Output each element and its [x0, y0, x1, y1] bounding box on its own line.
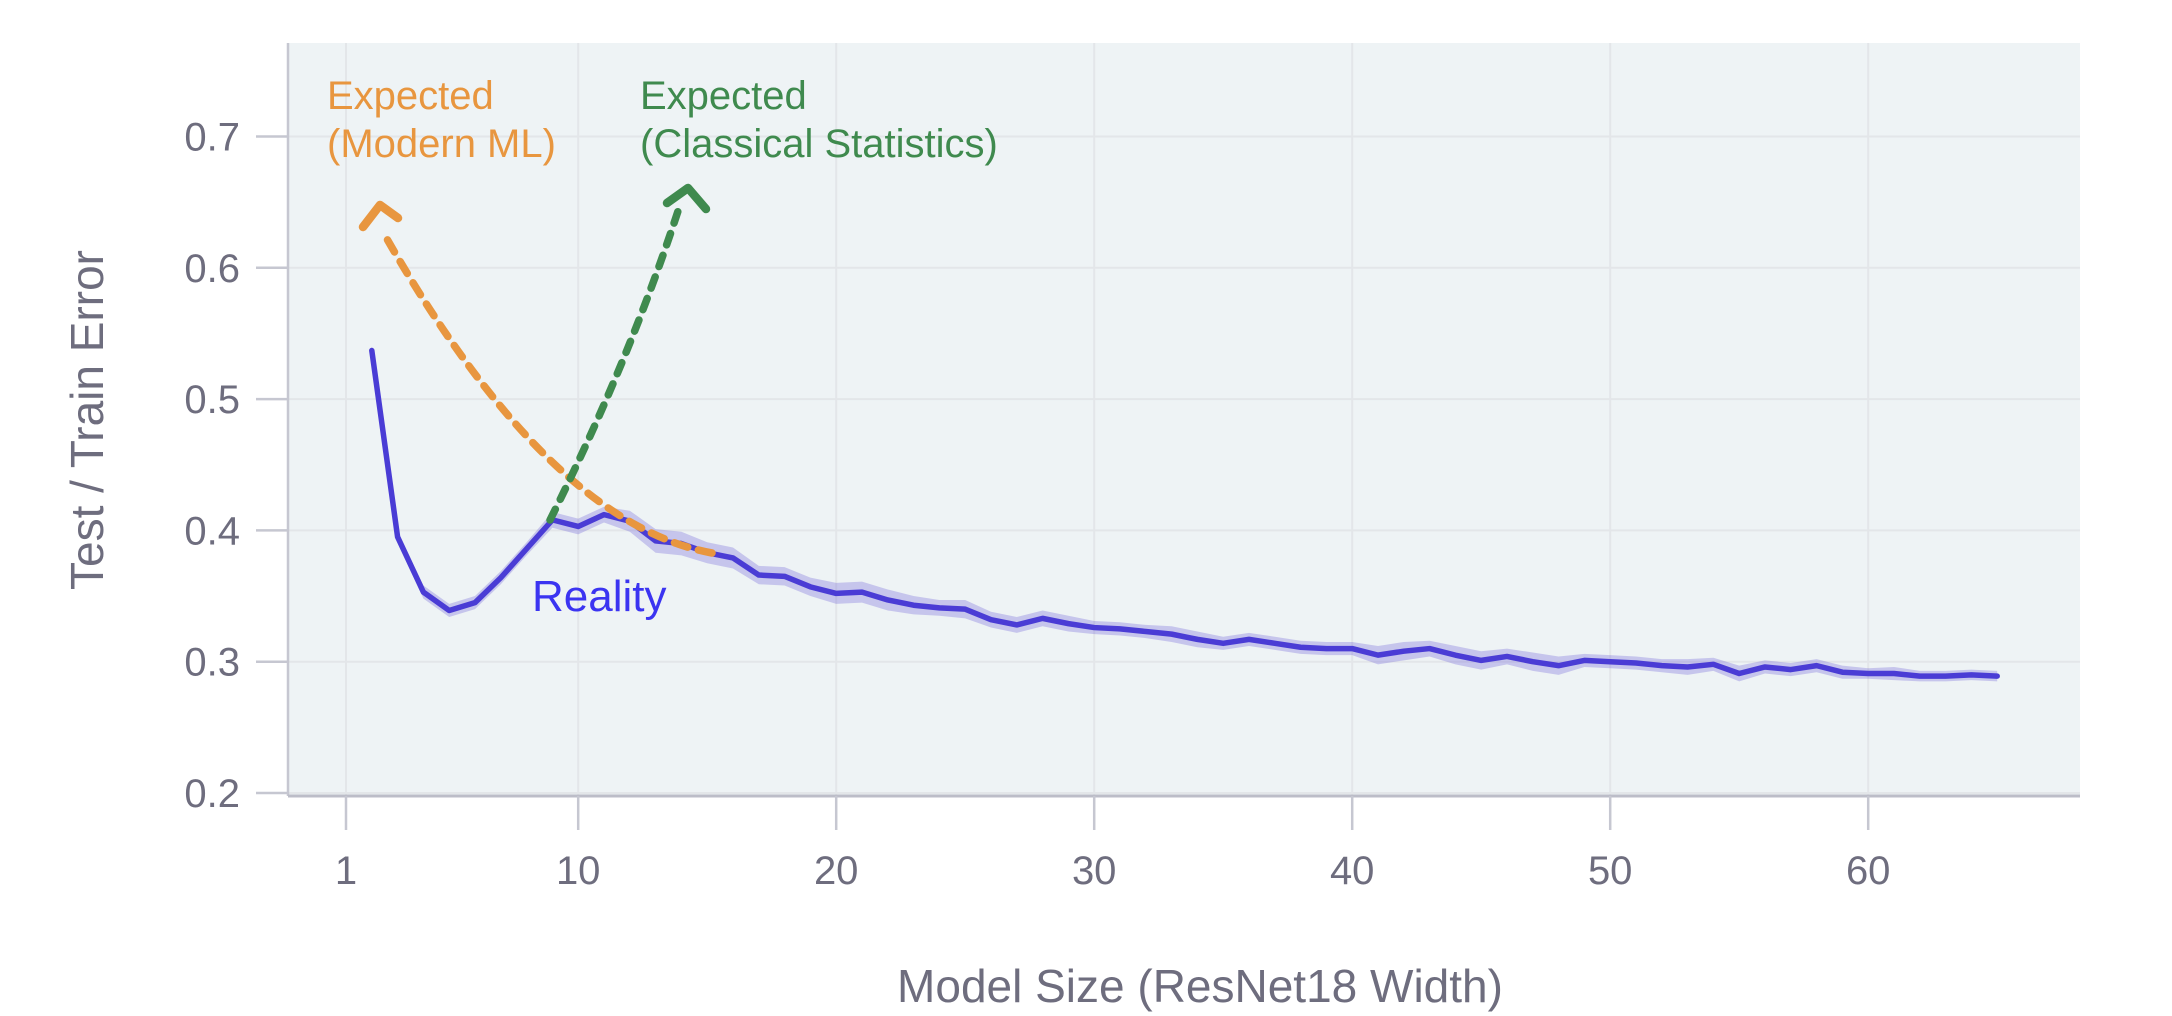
- modern-ml-arrowhead-icon: [358, 200, 403, 232]
- x-tick-label: 40: [1330, 849, 1375, 893]
- y-axis-title: Test / Train Error: [61, 250, 113, 590]
- x-tick-label: 60: [1846, 849, 1891, 893]
- y-tick-label: 0.4: [184, 509, 240, 553]
- x-tick-label: 10: [556, 849, 601, 893]
- reality-label: Reality: [532, 572, 667, 621]
- modern-ml-label-line1: Expected: [327, 74, 494, 118]
- plot-panel: [288, 43, 2080, 796]
- y-tick-label: 0.3: [184, 641, 240, 685]
- classical-label-line1: Expected: [640, 74, 807, 118]
- classical-label-line2: (Classical Statistics): [640, 122, 998, 166]
- x-tick-label: 50: [1588, 849, 1633, 893]
- classical-arrow: [546, 201, 684, 524]
- gridlines: [288, 43, 2080, 796]
- x-tick-label: 30: [1072, 849, 1117, 893]
- y-tick-label: 0.6: [184, 247, 240, 291]
- modern-ml-label-line2: (Modern ML): [327, 122, 556, 166]
- x-tick-label: 1: [335, 849, 357, 893]
- y-tick-label: 0.5: [184, 378, 240, 422]
- x-axis-title: Model Size (ResNet18 Width): [897, 960, 1503, 1012]
- y-tick-label: 0.2: [184, 772, 240, 816]
- axes: [256, 43, 2080, 830]
- tick-labels: 1 10 20 30 40 50 60 0.2 0.3 0.4 0.5 0.6 0.7: [184, 116, 1890, 894]
- modern-ml-arrow: [379, 228, 716, 557]
- y-tick-label: 0.7: [184, 116, 240, 160]
- classical-arrowhead-icon: [662, 183, 711, 214]
- x-tick-label: 20: [814, 849, 859, 893]
